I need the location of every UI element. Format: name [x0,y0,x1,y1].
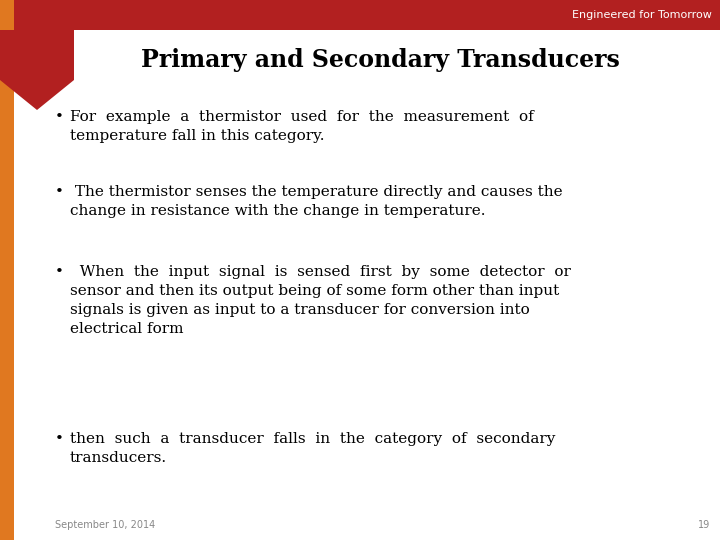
Text: •: • [55,185,64,199]
Bar [0,0,720,30]
Text: sensor and then its output being of some form other than input: sensor and then its output being of some… [70,284,559,298]
Text: then  such  a  transducer  falls  in  the  category  of  secondary: then such a transducer falls in the cate… [70,432,555,446]
Text: 19: 19 [698,520,710,530]
Text: transducers.: transducers. [70,451,167,465]
Text: temperature fall in this category.: temperature fall in this category. [70,129,325,143]
Text: The thermistor senses the temperature directly and causes the: The thermistor senses the temperature di… [70,185,562,199]
Text: Engineered for Tomorrow: Engineered for Tomorrow [572,10,712,20]
Text: •: • [55,432,64,446]
Text: signals is given as input to a transducer for conversion into: signals is given as input to a transduce… [70,303,530,317]
Text: For  example  a  thermistor  used  for  the  measurement  of: For example a thermistor used for the me… [70,110,534,124]
Bar [0,0,14,540]
Text: change in resistance with the change in temperature.: change in resistance with the change in … [70,204,485,218]
Text: •: • [55,265,64,279]
Text: electrical form: electrical form [70,322,184,336]
Text: •: • [55,110,64,124]
Text: Primary and Secondary Transducers: Primary and Secondary Transducers [140,48,619,72]
Text: September 10, 2014: September 10, 2014 [55,520,156,530]
Text: When  the  input  signal  is  sensed  first  by  some  detector  or: When the input signal is sensed first by… [70,265,571,279]
Polygon shape [0,30,74,110]
